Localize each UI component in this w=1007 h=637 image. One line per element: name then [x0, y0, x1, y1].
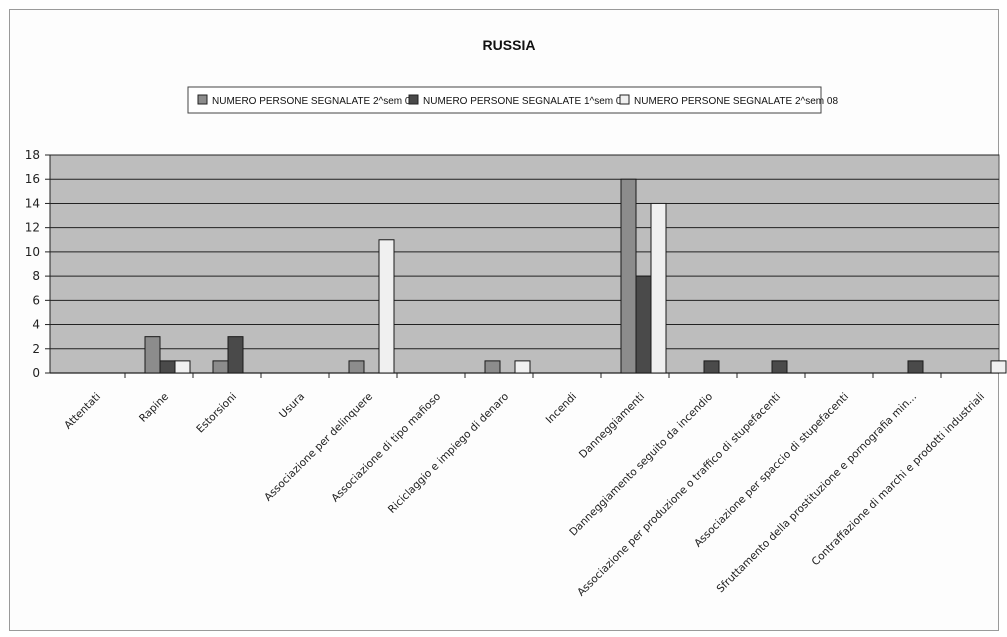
- plot-background: [50, 155, 999, 373]
- x-tick-label-5: Associazione per delinquere: [262, 391, 375, 504]
- bar-1-5: [349, 361, 364, 373]
- x-tick-label-10: Danneggiamento seguito da incendio: [567, 391, 715, 539]
- legend-label-1: NUMERO PERSONE SEGNALATE 2^sem 07: [212, 96, 416, 107]
- bar-3-2: [175, 361, 190, 373]
- chart-title: RUSSIA: [483, 37, 536, 53]
- plot-area: 0 2 4 6 8 10 12 14 16 18 Attentati Rapine Estorsioni…: [25, 148, 1007, 599]
- bar-2-10: [704, 361, 719, 373]
- bar-1-7: [485, 361, 500, 373]
- bar-2-9: [636, 276, 651, 373]
- y-tick-label-14: 14: [25, 196, 40, 210]
- bar-2-3: [228, 337, 243, 373]
- bar-2-2: [160, 361, 175, 373]
- y-tick-label-4: 4: [32, 318, 40, 332]
- y-tick-label-18: 18: [25, 148, 40, 162]
- bar-3-7: [515, 361, 530, 373]
- y-tick-label-16: 16: [25, 172, 40, 186]
- x-tick-label-9: Danneggiamenti: [577, 391, 647, 461]
- bar-3-9: [651, 203, 666, 373]
- legend-swatch-2: [409, 95, 418, 104]
- legend-label-2: NUMERO PERSONE SEGNALATE 1^sem 08: [423, 96, 627, 107]
- chart-legend: NUMERO PERSONE SEGNALATE 2^sem 07 NUMERO …: [188, 87, 838, 113]
- x-tick-label-8: Incendi: [544, 391, 580, 427]
- y-tick-label-12: 12: [25, 221, 40, 235]
- bar-1-3: [213, 361, 228, 373]
- bar-1-9: [621, 179, 636, 373]
- x-tick-label-3: Estorsioni: [194, 391, 239, 436]
- y-tick-label-0: 0: [32, 366, 40, 380]
- x-tick-label-1: Attentati: [62, 391, 103, 432]
- x-tick-label-4: Usura: [277, 391, 307, 421]
- legend-label-3: NUMERO PERSONE SEGNALATE 2^sem 08: [634, 96, 838, 107]
- x-tick-label-6: Associazione di tipo mafioso: [329, 391, 443, 505]
- bar-1-2: [145, 337, 160, 373]
- bar-3-14: [991, 361, 1006, 373]
- legend-swatch-3: [620, 95, 629, 104]
- x-tick-label-12: Associazione per spaccio di stupefacenti: [692, 391, 851, 550]
- bar-2-11: [772, 361, 787, 373]
- y-tick-label-10: 10: [25, 245, 40, 259]
- legend-swatch-1: [198, 95, 207, 104]
- y-tick-label-2: 2: [32, 342, 40, 356]
- y-tick-label-6: 6: [32, 293, 40, 307]
- x-tick-label-2: Rapine: [137, 391, 171, 425]
- x-tick-label-7: Riciclaggio e impiego di denaro: [386, 391, 511, 516]
- bar-2-13: [908, 361, 923, 373]
- bar-3-5: [379, 240, 394, 373]
- y-tick-label-8: 8: [32, 269, 40, 283]
